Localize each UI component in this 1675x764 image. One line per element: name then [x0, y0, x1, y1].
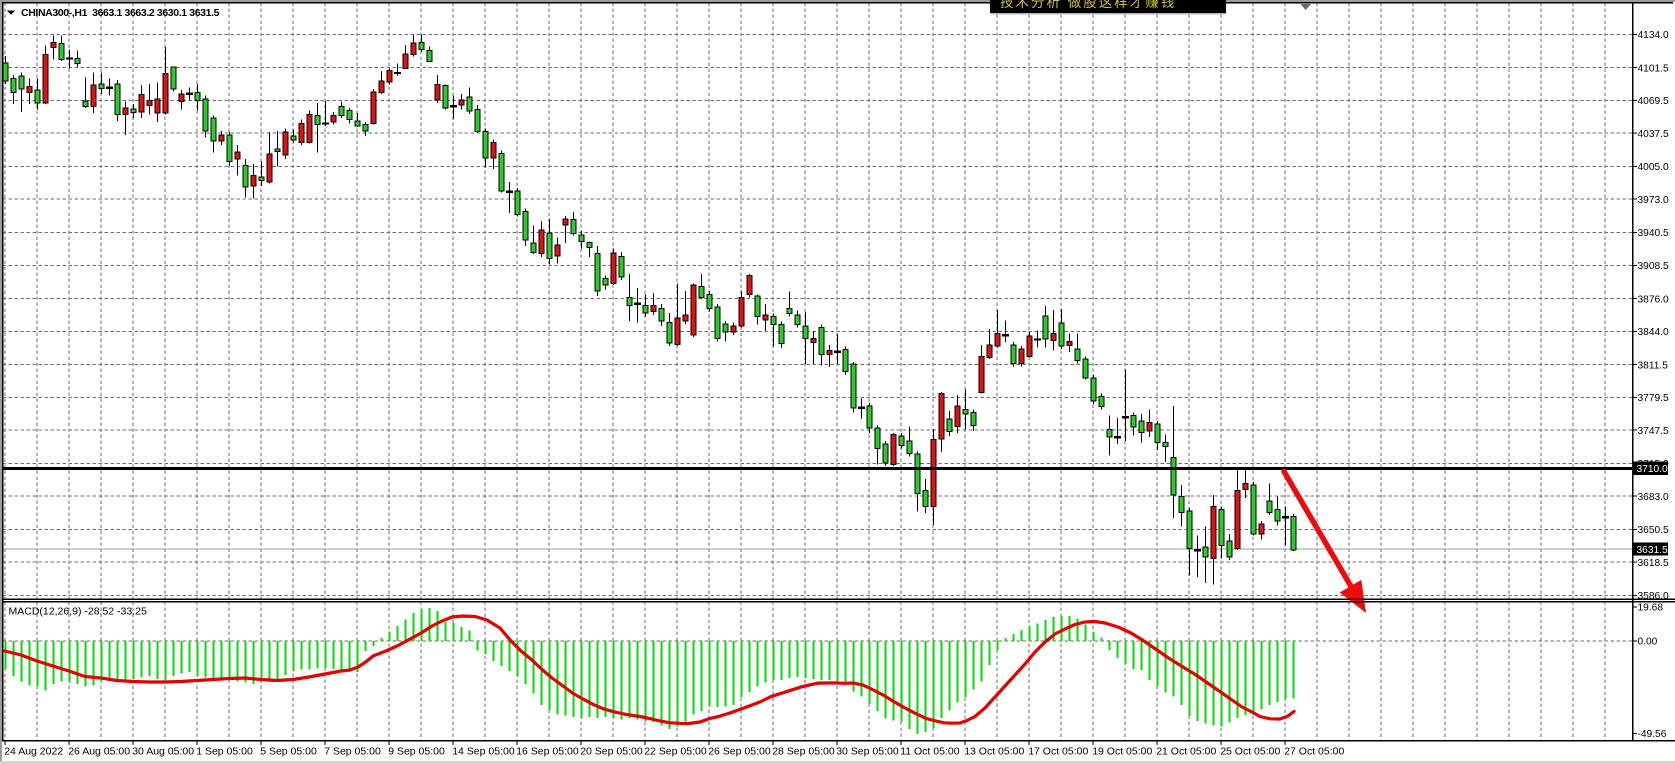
- svg-text:19.68: 19.68: [1638, 603, 1664, 614]
- svg-text:5 Sep 05:00: 5 Sep 05:00: [260, 746, 317, 758]
- svg-text:9 Sep 05:00: 9 Sep 05:00: [388, 746, 445, 758]
- svg-text:3940.5: 3940.5: [1638, 228, 1669, 239]
- svg-text:3710.0: 3710.0: [1637, 464, 1668, 475]
- svg-text:19 Oct 05:00: 19 Oct 05:00: [1092, 746, 1152, 758]
- svg-text:-49.56: -49.56: [1638, 729, 1667, 740]
- svg-text:27 Oct 05:00: 27 Oct 05:00: [1284, 746, 1344, 758]
- svg-text:3650.5: 3650.5: [1638, 525, 1669, 536]
- svg-text:CHINA300-,H1 3663.1 3663.2 36: CHINA300-,H1 3663.1 3663.2 3630.1 3631.5: [21, 7, 220, 19]
- svg-text:3844.0: 3844.0: [1638, 327, 1669, 338]
- svg-text:3586.0: 3586.0: [1638, 591, 1669, 602]
- svg-text:0.00: 0.00: [1638, 637, 1658, 648]
- svg-text:技术分析 做股这样才赚钱: 技术分析 做股这样才赚钱: [1000, 0, 1176, 10]
- svg-text:26 Aug 05:00: 26 Aug 05:00: [68, 746, 130, 758]
- svg-text:24 Aug 2022: 24 Aug 2022: [4, 746, 63, 758]
- svg-text:3747.5: 3747.5: [1638, 426, 1669, 437]
- svg-text:3618.5: 3618.5: [1638, 558, 1669, 569]
- svg-text:3779.5: 3779.5: [1638, 393, 1669, 404]
- svg-text:4069.5: 4069.5: [1638, 96, 1669, 107]
- svg-text:14 Sep 05:00: 14 Sep 05:00: [452, 746, 515, 758]
- svg-text:3683.0: 3683.0: [1638, 492, 1669, 503]
- svg-text:11 Oct 05:00: 11 Oct 05:00: [900, 746, 960, 758]
- svg-text:30 Aug 05:00: 30 Aug 05:00: [132, 746, 194, 758]
- svg-text:21 Oct 05:00: 21 Oct 05:00: [1156, 746, 1216, 758]
- svg-text:3631.5: 3631.5: [1637, 545, 1668, 556]
- svg-text:26 Sep 05:00: 26 Sep 05:00: [708, 746, 771, 758]
- svg-text:4101.5: 4101.5: [1638, 63, 1669, 74]
- svg-text:25 Oct 05:00: 25 Oct 05:00: [1220, 746, 1280, 758]
- svg-text:1 Sep 05:00: 1 Sep 05:00: [196, 746, 253, 758]
- svg-text:28 Sep 05:00: 28 Sep 05:00: [772, 746, 835, 758]
- svg-text:4005.0: 4005.0: [1638, 162, 1669, 173]
- svg-text:4134.0: 4134.0: [1638, 30, 1669, 41]
- svg-text:3973.0: 3973.0: [1638, 195, 1669, 206]
- svg-text:7 Sep 05:00: 7 Sep 05:00: [324, 746, 381, 758]
- svg-text:22 Sep 05:00: 22 Sep 05:00: [644, 746, 707, 758]
- svg-text:4037.5: 4037.5: [1638, 129, 1669, 140]
- svg-text:20 Sep 05:00: 20 Sep 05:00: [580, 746, 643, 758]
- svg-text:MACD(12,26,9) -28.52 -33.25: MACD(12,26,9) -28.52 -33.25: [9, 606, 147, 618]
- svg-text:17 Oct 05:00: 17 Oct 05:00: [1028, 746, 1088, 758]
- svg-text:3908.5: 3908.5: [1638, 261, 1669, 272]
- svg-text:3876.0: 3876.0: [1638, 294, 1669, 305]
- svg-text:16 Sep 05:00: 16 Sep 05:00: [516, 746, 579, 758]
- svg-text:3811.5: 3811.5: [1638, 360, 1669, 371]
- svg-text:30 Sep 05:00: 30 Sep 05:00: [836, 746, 899, 758]
- svg-text:13 Oct 05:00: 13 Oct 05:00: [964, 746, 1024, 758]
